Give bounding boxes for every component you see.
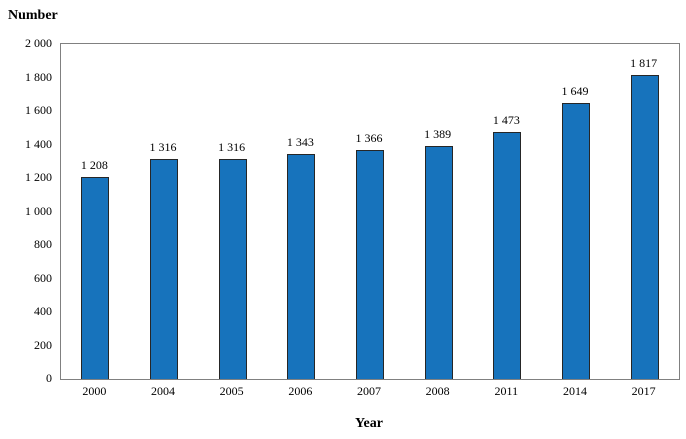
x-tick-label: 2000 [82, 384, 107, 398]
bar-2000 [81, 177, 110, 379]
x-tick-label: 2006 [288, 384, 313, 398]
bar-value-label: 1 817 [630, 56, 658, 70]
bar-2014 [562, 103, 590, 379]
bar-value-label: 1 389 [424, 127, 452, 141]
x-axis-title: Year [355, 416, 383, 431]
y-tick-label: 1 600 [25, 103, 52, 117]
y-tick-label: 400 [34, 304, 52, 318]
x-tick-label: 2011 [494, 384, 519, 398]
y-tick-label: 1 000 [25, 203, 52, 218]
y-axis-title: Number [8, 8, 58, 23]
x-tick-label: 2005 [219, 384, 244, 398]
x-tick-label: 2007 [357, 384, 381, 398]
y-tick-label: 1 800 [25, 69, 52, 84]
y-tick-label: 800 [34, 237, 52, 251]
x-tick-label: 2017 [631, 384, 656, 398]
y-tick-label: 1 400 [25, 136, 52, 151]
y-tick-label: 0 [46, 371, 52, 385]
bar-value-label: 1 649 [561, 84, 589, 98]
bar-2006 [287, 154, 316, 379]
bar-2011 [493, 132, 522, 379]
bar-value-label: 1 208 [80, 158, 108, 172]
x-tick-label: 2014 [563, 384, 587, 398]
y-tick-label: 1 200 [25, 170, 52, 184]
bar-value-label: 1 316 [218, 140, 246, 154]
plot-area [60, 43, 680, 380]
y-tick-label: 2 000 [25, 36, 52, 50]
bar-value-label: 1 366 [355, 131, 383, 145]
y-tick-label: 200 [34, 337, 52, 352]
y-tick-label: 600 [34, 270, 52, 285]
bar-2004 [150, 159, 178, 379]
bar-value-label: 1 343 [286, 135, 314, 149]
bar-2005 [218, 159, 247, 379]
bar-value-label: 1 316 [149, 140, 177, 154]
bar-2007 [356, 150, 384, 379]
bar-2017 [630, 75, 659, 379]
bar-2008 [424, 146, 453, 379]
bar-value-label: 1 473 [492, 113, 520, 127]
x-tick-label: 2008 [425, 384, 450, 398]
x-tick-label: 2004 [151, 384, 175, 398]
